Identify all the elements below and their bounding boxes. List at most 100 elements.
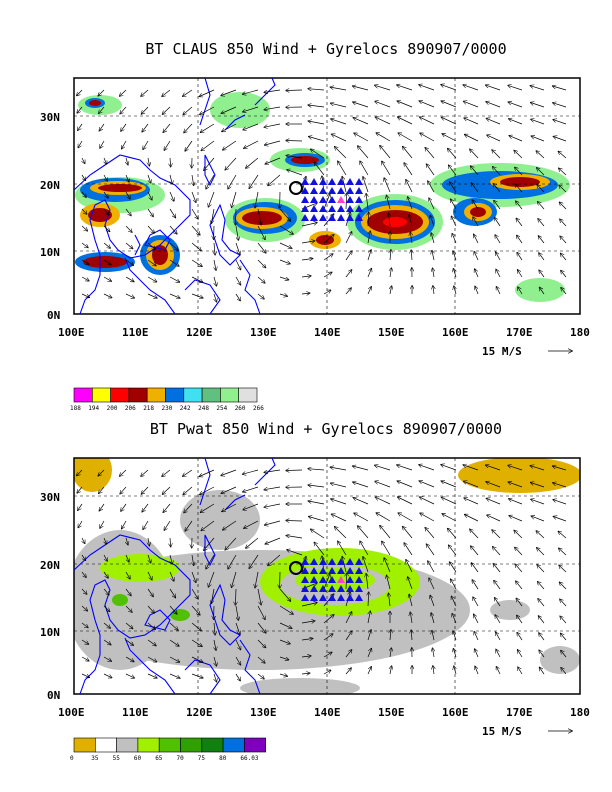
colorbar-tick-label: 206 <box>125 405 136 412</box>
wind-vector <box>323 574 330 590</box>
wind-vector <box>169 276 180 282</box>
wind-vector <box>451 216 457 227</box>
gyre-location-marker <box>337 205 345 212</box>
colorbar-swatch <box>238 387 258 403</box>
wind-vector <box>225 537 237 550</box>
wind-vector <box>232 191 237 207</box>
wind-vector <box>308 105 325 107</box>
wind-vector <box>330 87 347 91</box>
wind-vector <box>235 276 241 285</box>
wind-vector <box>496 287 501 295</box>
wind-vector <box>81 208 87 214</box>
bottom-lon-160e: 160E <box>442 706 469 719</box>
wind-vector <box>323 652 332 658</box>
bottom-lat-10n: 10N <box>40 626 60 639</box>
wind-vector <box>279 225 293 234</box>
wind-vector <box>257 276 265 283</box>
wind-vector <box>353 86 369 91</box>
wind-vector <box>345 232 352 244</box>
wind-vector <box>419 481 435 488</box>
wind-vector <box>420 117 435 125</box>
wind-vector <box>410 612 412 624</box>
colorbar-swatch <box>73 387 93 403</box>
wind-vector <box>428 181 435 193</box>
wind-vector <box>363 177 369 193</box>
wind-vector <box>257 588 261 605</box>
bottom-axis-labels: 30N 20N 10N 0N 100E 110E 120E 130E 140E … <box>40 491 590 738</box>
wind-vector <box>301 639 313 641</box>
wind-vector <box>243 503 259 510</box>
top-colorbar <box>73 387 258 403</box>
wind-vector <box>243 469 259 474</box>
gyre-location-marker <box>319 196 327 203</box>
wind-vector <box>553 500 567 505</box>
wind-vector <box>257 293 264 299</box>
wind-vector <box>214 276 217 286</box>
wind-vector <box>279 605 293 614</box>
wind-vector <box>332 134 347 142</box>
wind-vector <box>560 236 567 244</box>
colorbar-swatch <box>92 387 111 403</box>
wind-vector <box>539 270 545 278</box>
wind-vector <box>559 185 567 193</box>
wind-vector <box>331 103 347 108</box>
wind-vector <box>126 174 129 182</box>
wind-vector <box>199 89 215 97</box>
wind-vector <box>471 546 479 556</box>
wind-vector <box>486 85 501 91</box>
gyre-location-marker <box>328 187 336 194</box>
wind-vector <box>99 486 105 493</box>
wind-vector <box>81 588 87 594</box>
wind-vector <box>367 667 371 675</box>
wind-vector <box>78 123 83 130</box>
wind-vector <box>345 251 352 261</box>
wind-vector <box>409 214 413 227</box>
gyre-location-marker <box>301 205 309 212</box>
wind-vector <box>345 668 351 675</box>
bottom-lon-130e: 130E <box>250 706 277 719</box>
gyre-location-marker <box>328 567 336 574</box>
wind-vector <box>367 649 371 658</box>
wind-vector <box>376 497 391 505</box>
colorbar-tick-label: 188 <box>70 405 81 412</box>
wind-vector <box>397 101 413 108</box>
wind-vector <box>120 469 127 476</box>
wind-vector <box>103 622 110 628</box>
wind-vector <box>398 497 413 505</box>
wind-vector <box>257 242 266 253</box>
wind-vector <box>183 486 193 495</box>
wind-vector <box>191 639 202 646</box>
wind-vector <box>126 554 129 562</box>
wind-vector <box>214 673 217 682</box>
colorbar-tick-label: 75 <box>198 755 206 762</box>
wind-vector <box>103 208 109 215</box>
wind-vector <box>463 465 479 471</box>
wind-vector <box>367 269 371 278</box>
wind-vector <box>492 150 501 159</box>
wind-vector <box>125 191 130 199</box>
wind-vector <box>82 537 85 543</box>
wind-vector <box>442 134 457 142</box>
wind-vector <box>448 149 457 159</box>
gyre-location-marker <box>337 567 345 574</box>
wind-vector <box>553 103 567 108</box>
wind-vector <box>183 89 193 96</box>
wind-vector <box>170 157 171 167</box>
wind-vector <box>125 276 134 282</box>
wind-vector <box>264 486 281 490</box>
wind-vector <box>471 563 479 573</box>
top-wind-vectors <box>77 85 567 302</box>
wind-vector <box>426 164 435 176</box>
wind-vector <box>279 588 291 601</box>
top-lon-160e: 160E <box>442 326 469 339</box>
colorbar-swatch <box>73 737 96 753</box>
wind-vector <box>243 106 259 112</box>
wind-vector <box>314 162 325 176</box>
wind-vector <box>235 588 236 605</box>
wind-vector <box>450 182 457 193</box>
wind-vector <box>539 253 545 261</box>
wind-vector <box>338 161 347 176</box>
gyre-location-marker <box>319 567 327 574</box>
wind-vector <box>103 174 107 181</box>
wind-vector <box>531 499 545 505</box>
